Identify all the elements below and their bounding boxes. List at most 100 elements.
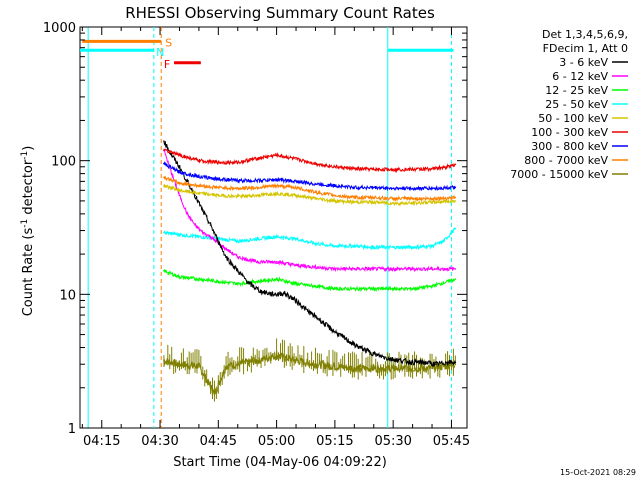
series-point: [353, 196, 356, 199]
series-point: [372, 201, 375, 203]
series-point: [392, 187, 394, 190]
series-point: [454, 227, 457, 230]
series-point: [295, 238, 297, 240]
series-point: [353, 268, 356, 270]
x-tick-label: 04:15: [83, 434, 120, 449]
legend-label: 6 - 12 keV: [552, 70, 608, 83]
series-point: [256, 186, 258, 189]
series-point: [431, 201, 433, 203]
series-point: [353, 201, 356, 203]
series-point: [334, 200, 336, 202]
series-point: [442, 166, 445, 169]
series-point: [334, 288, 336, 290]
series-point: [431, 268, 433, 270]
series-point: [372, 186, 375, 189]
series-point: [178, 233, 181, 236]
y-axis-label: Count Rate (s-1 detector-1): [20, 146, 36, 317]
series-point: [431, 245, 433, 247]
legend-label: 3 - 6 keV: [559, 56, 608, 69]
series-point: [454, 186, 457, 189]
series-point: [330, 328, 332, 330]
series-point: [392, 168, 394, 171]
series-point: [236, 187, 239, 190]
series-point: [217, 186, 220, 189]
series-point: [275, 184, 278, 187]
series-point: [341, 336, 344, 338]
series-line: [163, 350, 456, 396]
series-point: [314, 242, 317, 245]
series-point: [411, 197, 414, 200]
series-point: [454, 278, 457, 280]
series-point: [411, 268, 414, 270]
legend-header: FDecim 1, Att 0: [543, 42, 628, 55]
y-axis-label-end: ): [21, 146, 36, 151]
series-point: [411, 246, 414, 249]
series-line: [163, 161, 456, 192]
series-point: [256, 280, 258, 283]
series-point: [236, 161, 239, 164]
series-point: [236, 282, 239, 285]
y-axis-label-sup2: -1: [20, 151, 30, 160]
legend-label: 300 - 800 keV: [531, 140, 608, 153]
series-point: [376, 354, 379, 357]
series-point: [392, 246, 394, 249]
series-point: [295, 180, 297, 183]
series-point: [283, 292, 286, 294]
flag-letter-N: N: [156, 46, 164, 59]
series-point: [314, 183, 317, 185]
series-6: [163, 161, 457, 192]
series-point: [163, 176, 165, 179]
series-point: [209, 224, 212, 226]
legend-label: 100 - 300 keV: [531, 126, 608, 139]
series-point: [372, 268, 375, 270]
series-point: [201, 210, 204, 212]
series-point: [372, 288, 375, 290]
series-point: [256, 179, 258, 182]
series-point: [431, 187, 433, 190]
series-point: [334, 165, 336, 168]
series-line: [163, 147, 456, 273]
series-point: [388, 357, 391, 360]
series-point: [236, 269, 239, 272]
series-point: [236, 240, 239, 242]
series-point: [295, 299, 297, 302]
series-line: [163, 227, 456, 251]
series-point: [442, 240, 445, 242]
x-axis-label: Start Time (04-May-06 04:09:22): [173, 455, 387, 470]
x-tick-label: 04:45: [200, 434, 237, 449]
series-point: [217, 194, 220, 197]
series-point: [454, 268, 457, 270]
series-layer: [163, 140, 457, 402]
series-point: [209, 235, 212, 238]
series-point: [411, 168, 414, 171]
series-point: [163, 140, 165, 142]
series-8: [163, 338, 457, 402]
series-point: [198, 192, 200, 195]
series-point: [454, 200, 457, 202]
series-point: [423, 361, 426, 364]
series-point: [163, 184, 165, 187]
series-point: [334, 268, 336, 270]
series-point: [411, 361, 414, 364]
series-point: [353, 167, 356, 170]
series-point: [163, 149, 165, 151]
series-point: [236, 256, 239, 258]
series-point: [295, 282, 297, 285]
flag-letter-S: S: [165, 36, 172, 49]
legend-label: 25 - 50 keV: [545, 98, 608, 111]
series-point: [217, 240, 220, 242]
series-line: [163, 184, 456, 207]
x-tick-label: 05:30: [374, 434, 411, 449]
legend-label: 7000 - 15000 keV: [510, 168, 608, 181]
series-point: [170, 172, 173, 175]
series-point: [256, 238, 258, 240]
series-point: [435, 363, 437, 366]
y-axis-label-sup1: -1: [20, 219, 30, 228]
series-point: [186, 213, 189, 215]
series-point: [400, 359, 402, 362]
series-point: [275, 192, 278, 195]
y-axis-label-mid: detector: [21, 159, 36, 219]
series-point: [178, 189, 181, 192]
series-point: [236, 179, 239, 182]
series-point: [198, 175, 200, 178]
